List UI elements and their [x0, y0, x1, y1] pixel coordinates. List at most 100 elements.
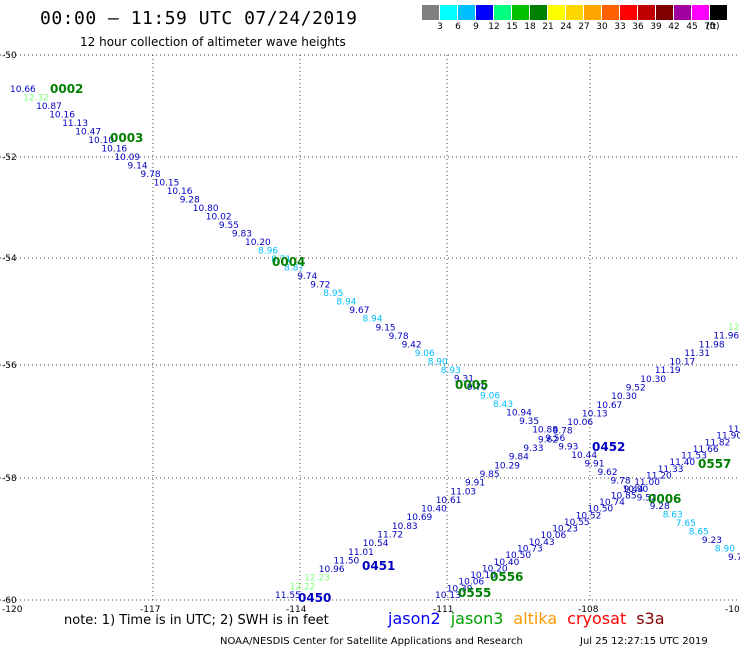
wave-height-value: 11.96	[713, 332, 739, 342]
axis-labels: -50 -52 -54 -56 -58 -60-120 -117 -114 -111 -108 -1…	[2, 51, 740, 615]
track-id-label: 0557	[698, 457, 731, 471]
wave-height-value: 12.32	[23, 94, 49, 104]
lon-label: -114	[286, 605, 307, 615]
wave-height-value: 9.70	[467, 383, 487, 393]
wave-height-value: 11.01	[348, 548, 374, 558]
lon-label: -111	[433, 605, 453, 615]
lon-label: -117	[140, 605, 160, 615]
wave-height-value: 10.87	[36, 102, 62, 112]
wave-height-value: 9.62	[538, 435, 558, 445]
wave-height-value: 11.20	[646, 472, 672, 482]
map-note: note: 1) Time is in UTC; 2) SWH is in fe…	[64, 613, 329, 628]
scale-swatch	[656, 5, 673, 20]
scale-label: 39	[650, 22, 662, 32]
wave-height-value: 9.42	[402, 340, 422, 350]
wave-height-value: 11.13	[62, 119, 88, 129]
wave-height-value: 10.61	[436, 496, 462, 506]
track-id-label: 0006	[648, 492, 681, 506]
wave-height-value: 10.73	[517, 545, 543, 555]
wave-height-value: 9.74	[297, 272, 317, 282]
wave-height-value: 10.44	[571, 451, 597, 461]
wave-height-value: 9.28	[180, 196, 200, 206]
satellite-tracks: 10.6612.3210.8710.1611.1310.4710.1010.16…	[10, 82, 740, 605]
wave-height-value: 10.30	[611, 392, 637, 402]
wave-height-value: 8.87	[284, 264, 304, 274]
wave-height-value: 7.65	[676, 519, 696, 529]
scale-swatch	[422, 5, 439, 20]
wave-height-value: 10.02	[206, 213, 232, 223]
satellite-legend-cryosat: cryosat	[567, 609, 627, 628]
wave-height-value: 9.83	[232, 230, 252, 240]
wave-height-value: 11.31	[684, 349, 710, 359]
wave-height-value: 10.67	[597, 401, 623, 411]
wave-height-value: 11.03	[450, 487, 476, 497]
wave-height-value: 9.78	[553, 427, 573, 437]
map-title: 00:00 — 11:59 UTC 07/24/2019	[40, 8, 358, 29]
wave-height-value: 9.67	[349, 306, 369, 316]
wave-height-value: 8.90	[715, 545, 735, 555]
footer-date: Jul 25 12:27:15 UTC 2019	[580, 636, 708, 647]
track-id-label: 0555	[458, 586, 491, 600]
track-id-label: 0451	[362, 559, 395, 573]
wave-height-value: 8.93	[441, 366, 461, 376]
wave-height-value: 12.35	[728, 323, 740, 333]
wave-height-value: 10.15	[154, 179, 180, 189]
wave-height-value: 10.47	[75, 128, 101, 138]
wave-height-value: 10.85	[611, 491, 637, 501]
track-id-label: 0005	[455, 378, 488, 392]
wave-height-value: 11.98	[699, 340, 725, 350]
scale-label: 15	[506, 22, 518, 32]
wave-height-value: 11.55	[275, 591, 301, 601]
wave-height-value: 11.50	[334, 556, 360, 566]
wave-height-value: 11.19	[655, 366, 681, 376]
wave-height-value: 9.93	[558, 442, 578, 452]
wave-height-value: 10.69	[407, 513, 433, 523]
scale-label: 3	[437, 22, 443, 32]
wave-height-value: 11.33	[658, 465, 684, 475]
map-grid	[0, 54, 740, 601]
wave-height-value: 10.30	[640, 375, 666, 385]
scale-label: 6	[455, 22, 461, 32]
wave-height-value: 8.96	[258, 247, 278, 257]
wave-height-value: 10.88	[532, 425, 558, 435]
wave-height-value: 9.78	[389, 332, 409, 342]
wave-height-value: 10.23	[552, 525, 578, 535]
wave-height-value: 10.66	[10, 85, 36, 95]
wave-height-value: 8.94	[363, 315, 383, 325]
wave-height-value: 9.44	[624, 485, 644, 495]
scale-label: 30	[596, 22, 608, 32]
scale-label: 27	[578, 22, 590, 32]
wave-height-value: 10.20	[482, 564, 508, 574]
scale-swatch	[710, 5, 727, 20]
wave-height-value: 9.78	[141, 170, 161, 180]
wave-height-value: 9.85	[480, 470, 500, 480]
wave-height-value: 9.84	[509, 453, 529, 463]
wave-height-value: 10.16	[167, 187, 193, 197]
lat-label: -58	[2, 474, 17, 484]
scale-swatch	[584, 5, 601, 20]
wave-height-value: 10.90	[623, 485, 649, 495]
wave-height-value: 10.83	[392, 522, 418, 532]
wave-height-value: 10.74	[599, 498, 625, 508]
wave-height-value: 10.43	[529, 538, 555, 548]
scale-swatch	[458, 5, 475, 20]
wave-height-value: 8.94	[336, 298, 356, 308]
wave-height-value: 10.52	[576, 511, 602, 521]
wave-height-value: 8.63	[663, 511, 683, 521]
wave-height-value: 10.20	[245, 238, 271, 248]
scale-label: 45	[686, 22, 698, 32]
wave-height-value: 8.95	[323, 289, 343, 299]
lon-label: -120	[2, 605, 23, 615]
wave-height-value: 10.96	[319, 565, 345, 575]
track-id-label: 0002	[50, 82, 83, 96]
wave-height-value: 8.65	[689, 528, 709, 538]
wave-height-value: 9.78	[611, 476, 631, 486]
wave-height-value: 10.29	[494, 461, 520, 471]
scale-label: 36	[632, 22, 644, 32]
scale-label: 9	[473, 22, 479, 32]
scale-label: 70	[704, 22, 716, 32]
wave-height-value: 10.50	[505, 551, 531, 561]
satellite-legend-altika: altika	[513, 609, 558, 628]
scale-swatch	[440, 5, 457, 20]
